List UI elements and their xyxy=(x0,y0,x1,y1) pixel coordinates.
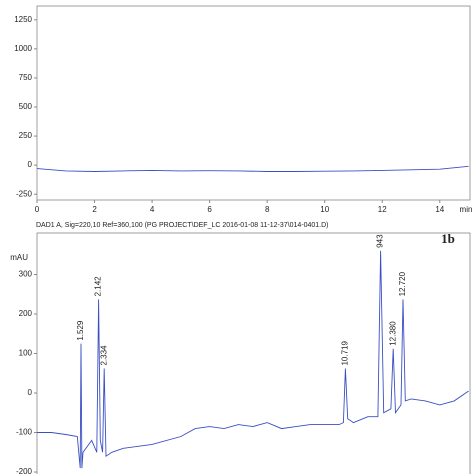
y-tick-label: 200 xyxy=(19,309,33,318)
y-tick-label: 0 xyxy=(28,160,33,169)
plot-frame xyxy=(36,232,471,474)
peak-label: 1.529 xyxy=(76,320,85,341)
y-tick-label: 100 xyxy=(19,349,33,358)
x-tick-label: 6 xyxy=(207,205,212,214)
x-tick-label: 14 xyxy=(435,205,444,214)
y-tick-label: -100 xyxy=(16,428,33,437)
y-tick-label: 1250 xyxy=(14,15,32,24)
y-tick-label: 1000 xyxy=(14,44,32,53)
x-tick-label: 2 xyxy=(92,205,97,214)
peak-label: 10.719 xyxy=(341,341,350,366)
x-tick-label: 4 xyxy=(150,205,155,214)
plot-frame xyxy=(36,5,471,201)
x-tick-label: 12 xyxy=(378,205,387,214)
y-tick-label: 300 xyxy=(19,270,33,279)
x-tick-label: 10 xyxy=(320,205,329,214)
peak-label: 943 xyxy=(376,234,385,248)
panel-label: 1b xyxy=(441,231,455,246)
x-tick-label: 0 xyxy=(35,205,40,214)
data-line xyxy=(36,165,469,172)
peak-label: 12.380 xyxy=(388,321,397,346)
y-tick-label: 0 xyxy=(28,388,33,397)
peak-label: 12.720 xyxy=(398,271,407,296)
y-tick-label: -250 xyxy=(16,189,33,198)
y-axis-label: mAU xyxy=(10,253,28,262)
x-tick-label: 8 xyxy=(265,205,270,214)
y-tick-label: 250 xyxy=(19,131,33,140)
chart-title: DAD1 A, Sig=220,10 Ref=360,100 (PG PROJE… xyxy=(36,222,328,229)
peak-label: 2.142 xyxy=(94,276,103,297)
y-tick-label: 500 xyxy=(19,102,33,111)
data-line xyxy=(37,250,469,469)
peak-label: 2.334 xyxy=(99,345,108,366)
y-tick-label: 750 xyxy=(19,73,33,82)
y-tick-label: -200 xyxy=(16,467,33,474)
x-axis-label: min xyxy=(460,205,473,214)
